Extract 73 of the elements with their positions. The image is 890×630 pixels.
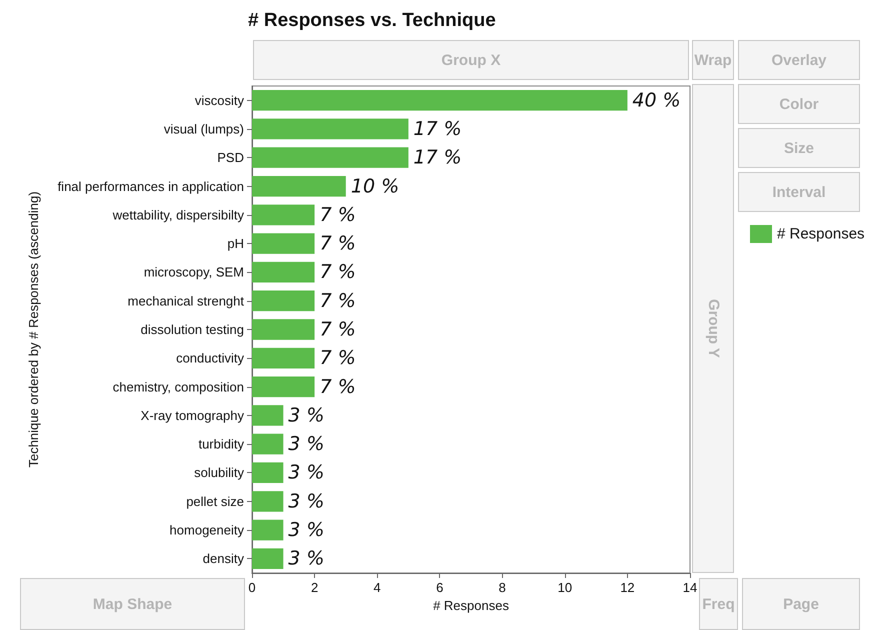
text: Page [783, 596, 819, 612]
y-tick-label: density [202, 551, 244, 566]
legend-label: # Responses [777, 226, 865, 242]
annotation: 3 % [288, 404, 324, 426]
bar [252, 262, 315, 283]
bar [252, 233, 315, 254]
bar [252, 90, 628, 111]
bar [252, 520, 284, 540]
annotation: 3 % [288, 462, 324, 484]
x-tick-label: 12 [620, 580, 635, 595]
annotation: 7 % [320, 261, 356, 284]
annotation: 7 % [320, 204, 356, 226]
y-tick-label: final performances in application [58, 178, 244, 194]
annotation: 40 % [632, 89, 681, 112]
text: Size [784, 140, 814, 156]
y-tick-label: PSD [217, 150, 244, 166]
annotation: 10 % [350, 175, 400, 198]
y-tick-label: wettability, dispersibilty [112, 207, 244, 222]
annotation: 17 % [413, 146, 462, 169]
x-tick-label: 4 [374, 580, 381, 595]
y-tick-label: pellet size [186, 494, 244, 509]
text: Wrap [694, 52, 732, 68]
bar [252, 548, 284, 569]
y-tick-label: homogeneity [170, 522, 244, 538]
bar [252, 147, 408, 168]
y-tick-label: turbidity [198, 436, 244, 452]
y-tick-label: microscopy, SEM [144, 264, 244, 280]
annotation: 3 % [288, 433, 324, 456]
bar [252, 290, 315, 312]
bar [252, 118, 408, 140]
bar [252, 434, 284, 454]
y-tick-label: conductivity [176, 350, 244, 366]
annotation: 7 % [320, 318, 356, 340]
annotation: 17 % [413, 118, 462, 140]
x-tick-label: 14 [682, 580, 698, 595]
annotation: 3 % [288, 548, 324, 570]
y-tick-label: mechanical strenght [128, 293, 244, 308]
x-tick-label: 10 [558, 580, 572, 595]
text: Group Y [704, 299, 722, 358]
bar [252, 204, 315, 226]
bar [252, 319, 315, 340]
annotation: 7 % [320, 290, 356, 312]
y-tick-label: visual (lumps) [164, 121, 244, 136]
bar [252, 405, 284, 426]
x-tick-label: 8 [498, 580, 506, 595]
y-tick-label: viscosity [194, 92, 244, 108]
x-tick-label: 6 [436, 580, 444, 595]
y-axis-title: Technique ordered by # Responses (ascending) [26, 191, 41, 468]
text: Freq [702, 596, 735, 612]
text: Interval [772, 184, 826, 200]
y-tick-label: X-ray tomography [140, 408, 244, 423]
annotation: 7 % [320, 347, 356, 370]
text: Color [779, 96, 819, 112]
bar [252, 462, 284, 484]
x-axis-title: # Responses [433, 598, 510, 613]
chart-title: # Responses vs. Technique [248, 10, 496, 32]
y-tick-label: pH [227, 236, 244, 252]
text: Map Shape [92, 596, 172, 612]
x-tick-label: 2 [310, 580, 318, 595]
text: Group X [441, 52, 501, 68]
y-tick-label: solubility [194, 465, 244, 480]
annotation: 3 % [288, 519, 324, 542]
annotation: 7 % [320, 376, 356, 398]
y-tick-label: chemistry, composition [112, 379, 244, 394]
bar [252, 376, 315, 398]
y-tick-label: dissolution testing [140, 322, 244, 337]
annotation: 7 % [320, 232, 356, 255]
text: Overlay [771, 52, 827, 68]
bar [252, 348, 315, 368]
x-tick-label: 0 [248, 580, 256, 595]
bar [252, 176, 346, 197]
annotation: 3 % [288, 490, 324, 512]
bar [252, 491, 284, 512]
